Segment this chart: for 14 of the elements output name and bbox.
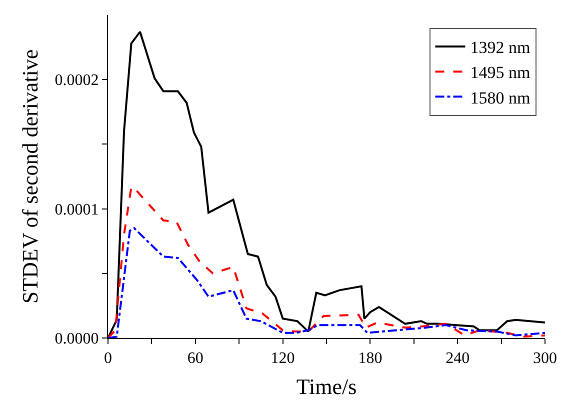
x-tick-label: 60	[187, 350, 204, 368]
x-tick-label: 240	[446, 350, 470, 368]
x-tick-label: 0	[104, 350, 112, 368]
x-tick-label: 300	[533, 350, 557, 368]
x-tick-label: 120	[270, 350, 295, 368]
y-axis-title: STDEV of second derivative	[18, 49, 43, 304]
x-axis-title: Time/s	[296, 374, 357, 400]
x-tick-label: 180	[358, 350, 382, 368]
legend-label: 1495 nm	[470, 63, 530, 82]
y-tick-label: 0.0000	[54, 330, 99, 348]
y-tick-label: 0.0002	[54, 72, 99, 90]
y-tick-label: 0.0001	[54, 201, 99, 218]
legend-label: 1580 nm	[470, 88, 530, 108]
legend-label: 1392 nm	[470, 38, 530, 58]
